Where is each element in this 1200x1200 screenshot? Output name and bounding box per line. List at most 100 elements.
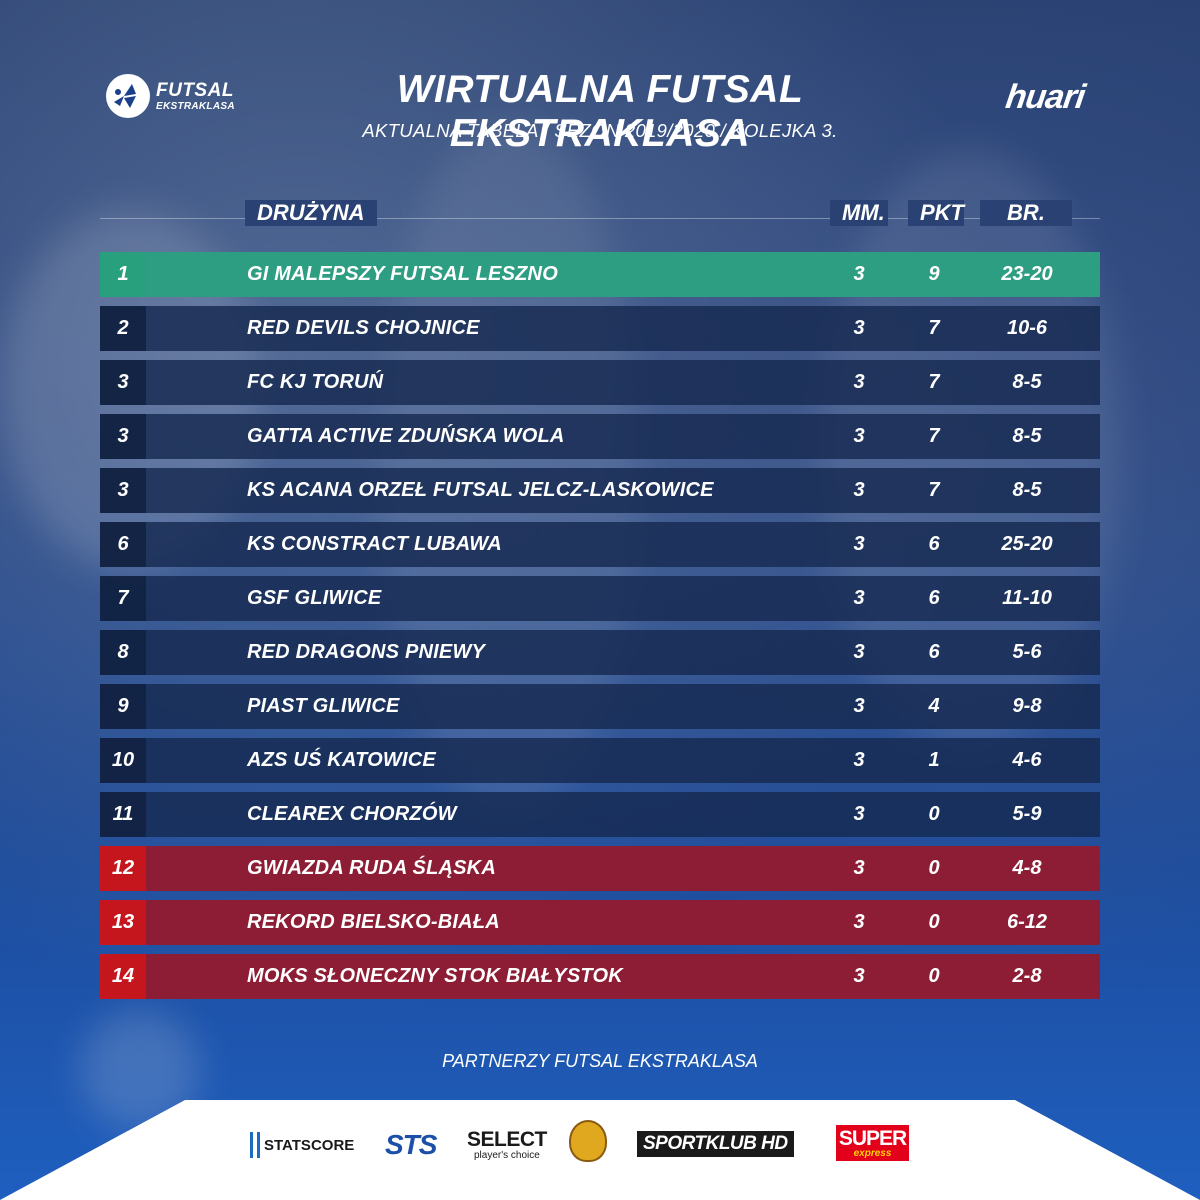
row-points: 7 (928, 479, 940, 501)
row-points: 1 (928, 749, 940, 771)
row-team: KS ACANA ORZEŁ FUTSAL JELCZ-LASKOWICE (247, 479, 714, 501)
row-matches: 3 (853, 425, 865, 447)
table-row: 2 RED DEVILS CHOJNICE 3 7 10-6 (100, 306, 1100, 351)
table-row: 1 GI MALEPSZY FUTSAL LESZNO 3 9 23-20 (100, 252, 1100, 297)
row-points: 6 (928, 533, 940, 555)
sportklub-logo: SPORTKLUB HD (637, 1131, 794, 1157)
row-matches: 3 (853, 857, 865, 879)
row-points: 6 (928, 587, 940, 609)
row-matches: 3 (853, 371, 865, 393)
row-points: 4 (928, 695, 940, 717)
select-text: SELECT (467, 1127, 547, 1151)
row-matches: 3 (853, 641, 865, 663)
row-matches: 3 (853, 965, 865, 987)
logo-left-line2: EKSTRAKLASA (156, 100, 235, 112)
page-subtitle: AKTUALNA TABELA / SEZON 2019/2020 / KOLE… (362, 120, 838, 141)
row-matches: 3 (853, 533, 865, 555)
row-goals: 23-20 (1001, 263, 1053, 285)
row-points: 0 (928, 803, 940, 825)
row-goals: 8-5 (1012, 371, 1042, 393)
row-points: 9 (928, 263, 940, 285)
column-header-mm: MM. (830, 200, 888, 226)
table-row: 13 REKORD BIELSKO-BIAŁA 3 0 6-12 (100, 900, 1100, 945)
row-position: 12 (100, 846, 146, 891)
row-team: GWIAZDA RUDA ŚLĄSKA (247, 857, 496, 879)
row-team: CLEAREX CHORZÓW (247, 803, 457, 825)
row-matches: 3 (853, 695, 865, 717)
table-row: 7 GSF GLIWICE 3 6 11-10 (100, 576, 1100, 621)
super-express-logo: SUPER express (836, 1125, 909, 1161)
row-position: 3 (100, 360, 146, 405)
row-goals: 2-8 (1012, 965, 1042, 987)
row-points: 0 (928, 911, 940, 933)
table-row: 3 KS ACANA ORZEŁ FUTSAL JELCZ-LASKOWICE 3 7… (100, 468, 1100, 513)
row-matches: 3 (853, 587, 865, 609)
row-goals: 6-12 (1006, 911, 1048, 933)
row-points: 6 (928, 641, 940, 663)
huari-logo: huari (1003, 78, 1087, 116)
futsal-ball-logo-icon (106, 74, 150, 118)
header-divider (100, 218, 1100, 219)
select-tagline: player's choice (474, 1149, 540, 1161)
sts-logo: STS (385, 1129, 437, 1160)
logo-left-line1: FUTSAL (156, 79, 234, 101)
row-goals: 5-6 (1012, 641, 1042, 663)
row-position: 1 (100, 252, 146, 297)
row-team: RED DRAGONS PNIEWY (247, 641, 486, 663)
row-points: 7 (928, 371, 940, 393)
standings-table: 1 GI MALEPSZY FUTSAL LESZNO 3 9 23-20 2 RED D… (100, 252, 1100, 1008)
row-team: RED DEVILS CHOJNICE (247, 317, 480, 339)
column-header-team: DRUŻYNA (245, 200, 377, 226)
statscore-logo: STATSCORE (250, 1125, 354, 1165)
row-goals: 11-10 (1002, 587, 1052, 609)
row-points: 0 (928, 857, 940, 879)
row-goals: 8-5 (1012, 479, 1042, 501)
row-team: MOKS SŁONECZNY STOK BIAŁYSTOK (247, 965, 623, 987)
row-team: GATTA ACTIVE ZDUŃSKA WOLA (247, 425, 565, 447)
row-team: FC KJ TORUŃ (247, 371, 384, 393)
row-position: 3 (100, 414, 146, 459)
row-goals: 9-8 (1012, 695, 1042, 717)
row-points: 7 (928, 425, 940, 447)
column-header-br: BR. (980, 200, 1072, 226)
row-team: REKORD BIELSKO-BIAŁA (247, 911, 500, 933)
table-row: 9 PIAST GLIWICE 3 4 9-8 (100, 684, 1100, 729)
row-goals: 5-9 (1012, 803, 1042, 825)
row-team: GI MALEPSZY FUTSAL LESZNO (247, 263, 558, 285)
row-position: 2 (100, 306, 146, 351)
row-matches: 3 (853, 911, 865, 933)
table-row: 12 GWIAZDA RUDA ŚLĄSKA 3 0 4-8 (100, 846, 1100, 891)
row-matches: 3 (853, 803, 865, 825)
row-matches: 3 (853, 479, 865, 501)
statscore-mark-icon (250, 1132, 260, 1158)
select-logo: SELECT player's choice (467, 1125, 547, 1165)
row-goals: 4-8 (1012, 857, 1042, 879)
table-row: 14 MOKS SŁONECZNY STOK BIAŁYSTOK 3 0 2-8 (100, 954, 1100, 999)
partners-label: PARTNERZY FUTSAL EKSTRAKLASA (442, 1051, 758, 1071)
table-row: 11 CLEAREX CHORZÓW 3 0 5-9 (100, 792, 1100, 837)
row-position: 6 (100, 522, 146, 567)
statscore-text: STATSCORE (264, 1136, 355, 1154)
row-position: 8 (100, 630, 146, 675)
row-team: AZS UŚ KATOWICE (247, 749, 436, 771)
row-goals: 25-20 (1001, 533, 1053, 555)
club-crest-icon (569, 1120, 607, 1162)
row-position: 3 (100, 468, 146, 513)
express-text: express (853, 1147, 892, 1159)
row-position: 11 (100, 792, 146, 837)
row-team: PIAST GLIWICE (247, 695, 400, 717)
table-row: 8 RED DRAGONS PNIEWY 3 6 5-6 (100, 630, 1100, 675)
row-position: 9 (100, 684, 146, 729)
row-team: GSF GLIWICE (247, 587, 382, 609)
table-row: 6 KS CONSTRACT LUBAWA 3 6 25-20 (100, 522, 1100, 567)
row-goals: 4-6 (1012, 749, 1042, 771)
row-points: 0 (928, 965, 940, 987)
row-goals: 10-6 (1006, 317, 1048, 339)
row-position: 10 (100, 738, 146, 783)
row-position: 14 (100, 954, 146, 999)
row-matches: 3 (853, 749, 865, 771)
page-title: WIRTUALNA FUTSAL EKSTRAKLASA (396, 68, 804, 155)
futsal-ekstraklasa-logo: FUTSAL EKSTRAKLASA (106, 73, 235, 119)
row-goals: 8-5 (1012, 425, 1042, 447)
table-row: 3 FC KJ TORUŃ 3 7 8-5 (100, 360, 1100, 405)
